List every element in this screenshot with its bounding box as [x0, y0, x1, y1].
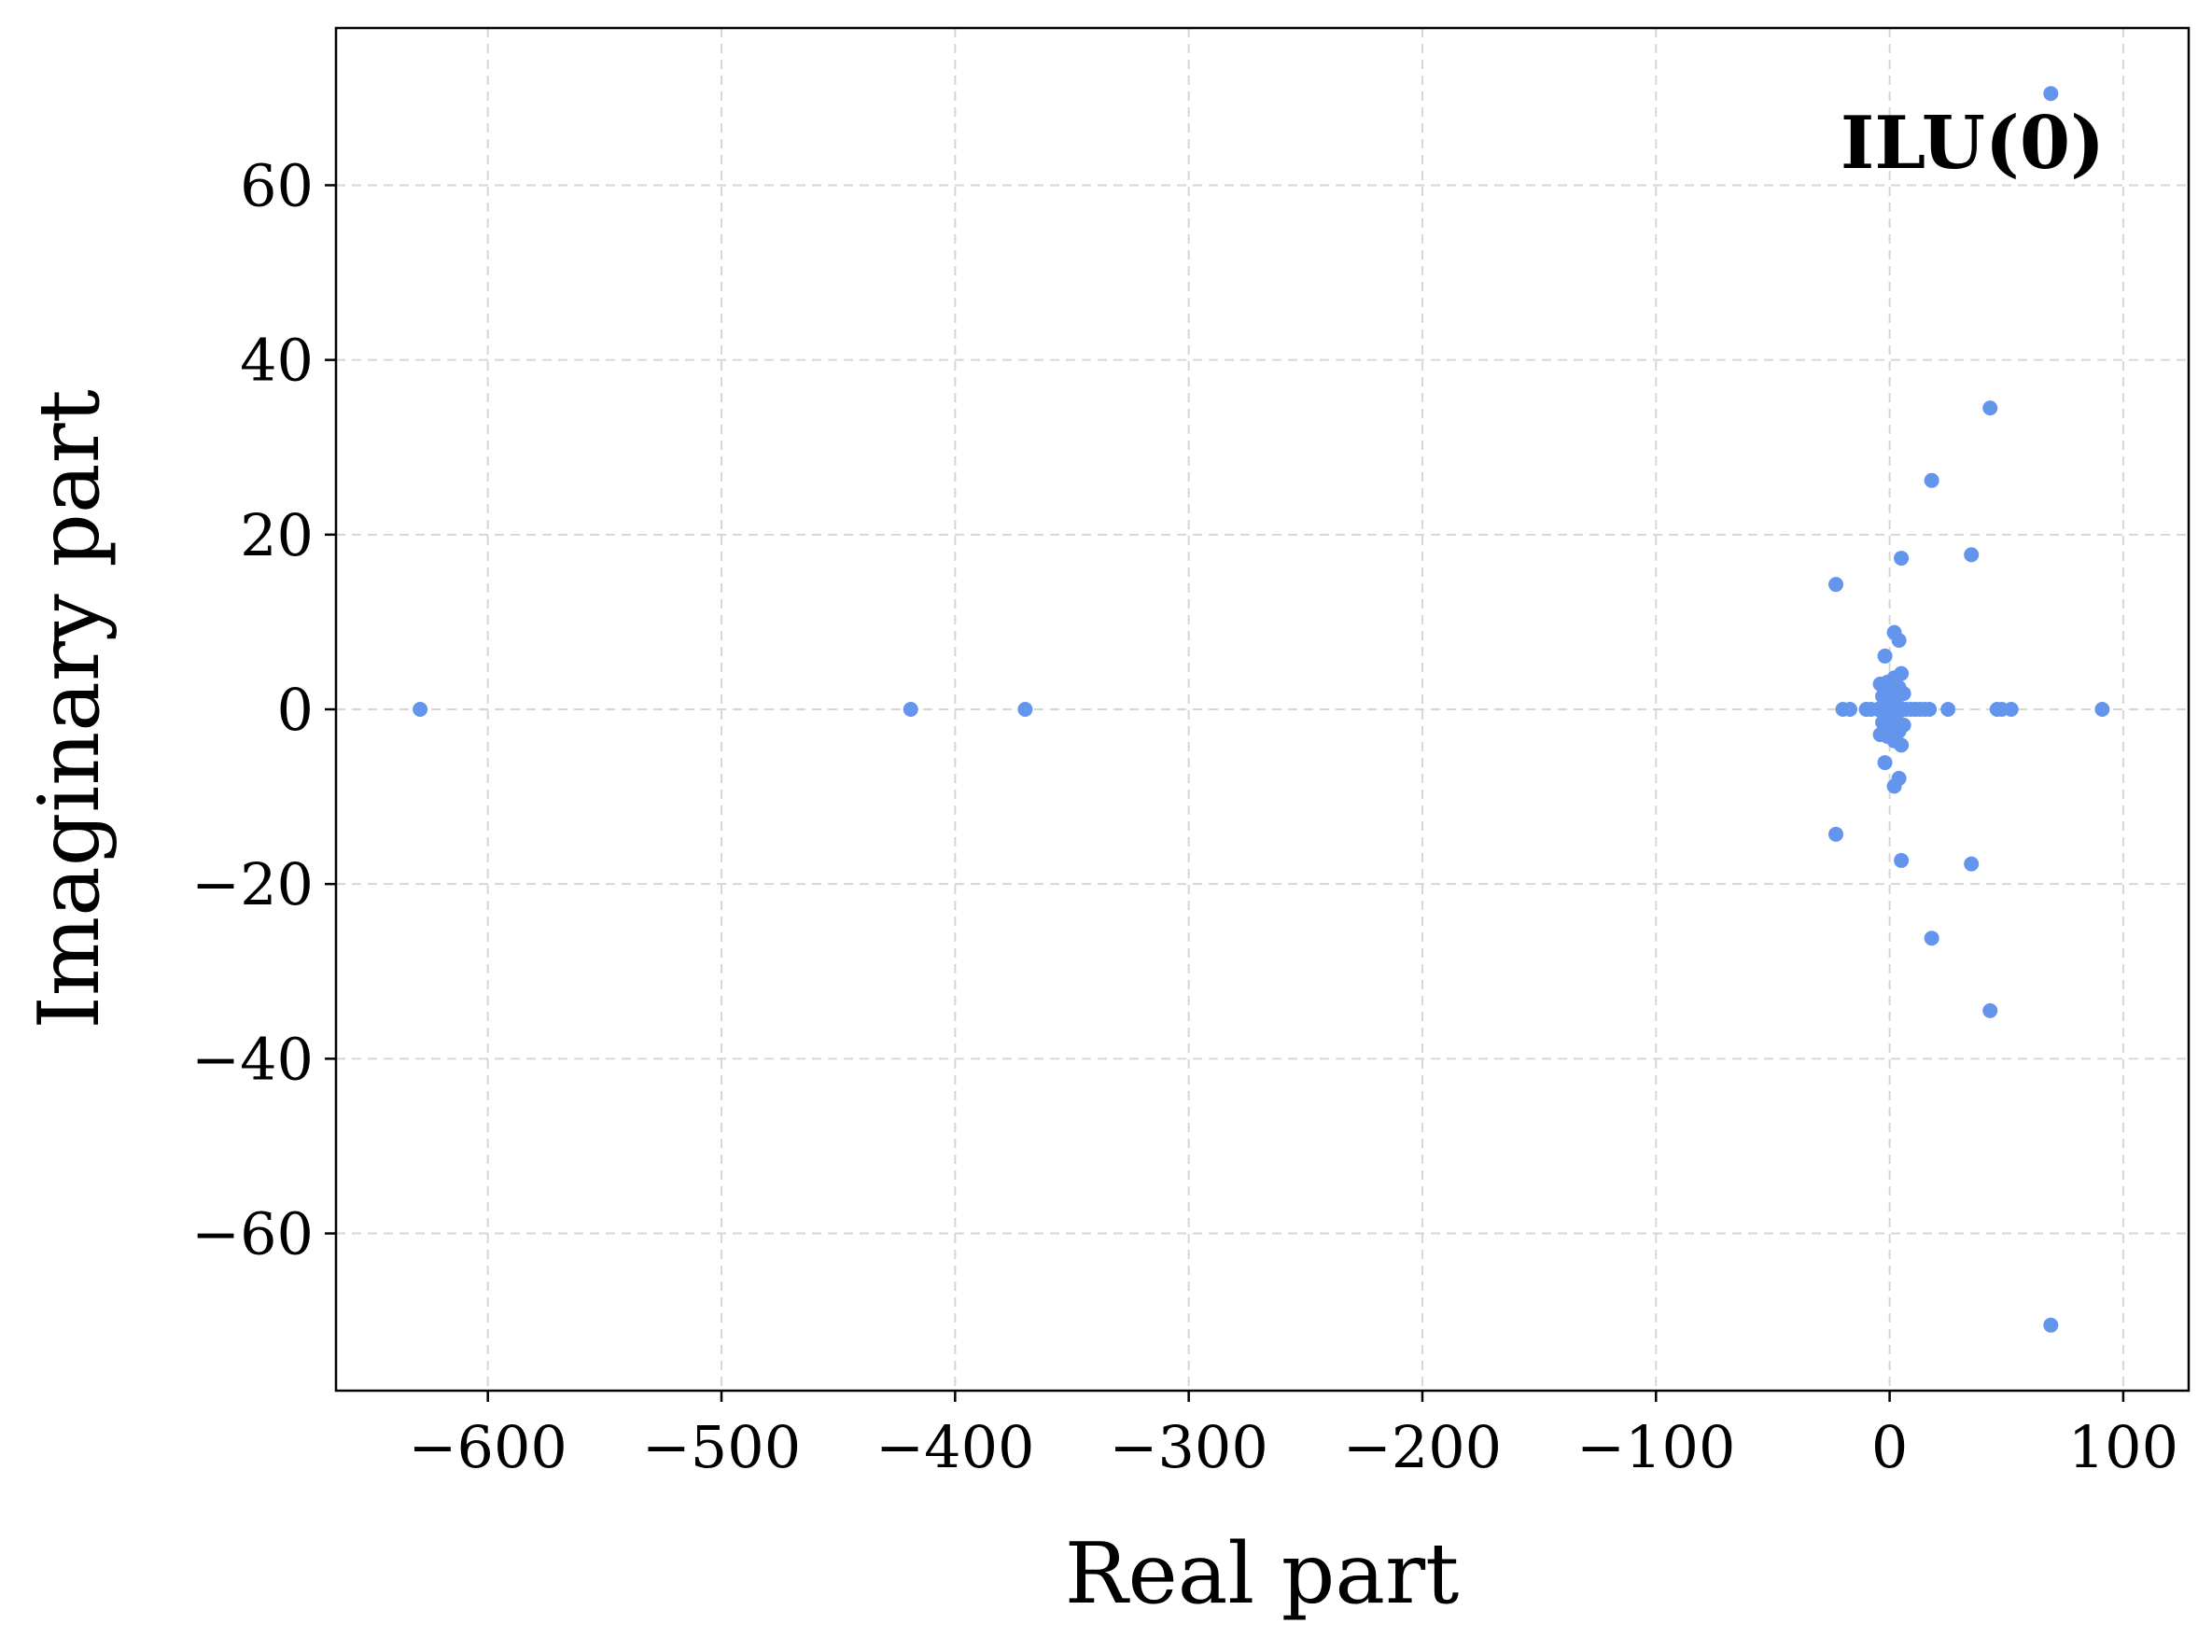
x-tick-label: −200 [1343, 1413, 1502, 1481]
tick-marks [325, 184, 2125, 1402]
x-tick-label: −400 [875, 1413, 1034, 1481]
data-point [1894, 551, 1910, 567]
data-point [903, 702, 918, 717]
x-axis-title: Real part [1065, 1525, 1460, 1623]
data-point [1964, 547, 1980, 563]
data-points [413, 86, 2110, 1333]
data-point [413, 702, 428, 717]
data-point [1922, 702, 1938, 717]
data-point [1982, 400, 1998, 416]
data-point [1896, 686, 1911, 702]
data-point [1940, 702, 1956, 717]
x-tick-label: 100 [2068, 1413, 2178, 1481]
data-point [1828, 826, 1844, 842]
x-tick-label: −300 [1110, 1413, 1268, 1481]
x-tick-label: 0 [1871, 1413, 1908, 1481]
data-point [1877, 648, 1893, 664]
y-tick-label: −60 [191, 1200, 314, 1268]
y-tick-label: −20 [191, 850, 314, 918]
y-tick-labels: −60 −40 −20 0 20 40 60 [191, 151, 314, 1267]
data-point [1982, 1002, 1998, 1018]
x-tick-label: −500 [642, 1413, 801, 1481]
x-tick-labels: −600 −500 −400 −300 −200 −100 0 100 [409, 1413, 2179, 1481]
data-point [2094, 702, 2110, 717]
data-point [1894, 852, 1910, 868]
y-tick-label: 40 [240, 327, 314, 395]
data-point [1842, 702, 1858, 717]
x-tick-label: −600 [409, 1413, 567, 1481]
y-tick-label: 20 [240, 501, 314, 569]
data-point [2043, 86, 2059, 102]
grid-lines [336, 28, 2189, 1391]
data-point [1964, 856, 1980, 872]
y-tick-label: 0 [277, 676, 314, 744]
data-point [1891, 633, 1907, 649]
data-point [1828, 577, 1844, 593]
x-tick-label: −100 [1576, 1413, 1735, 1481]
data-point [2043, 1317, 2059, 1333]
chart-annotation: ILU(0) [1841, 101, 2105, 186]
data-point [1924, 931, 1939, 946]
data-point [1017, 702, 1033, 717]
y-tick-label: −40 [191, 1025, 314, 1093]
data-point [1891, 770, 1907, 786]
data-point [2003, 702, 2019, 717]
data-point [1924, 472, 1939, 488]
y-tick-label: 60 [240, 151, 314, 219]
data-point [1896, 717, 1911, 733]
data-point [1877, 755, 1893, 771]
y-axis-title: Imaginary part [21, 389, 119, 1029]
